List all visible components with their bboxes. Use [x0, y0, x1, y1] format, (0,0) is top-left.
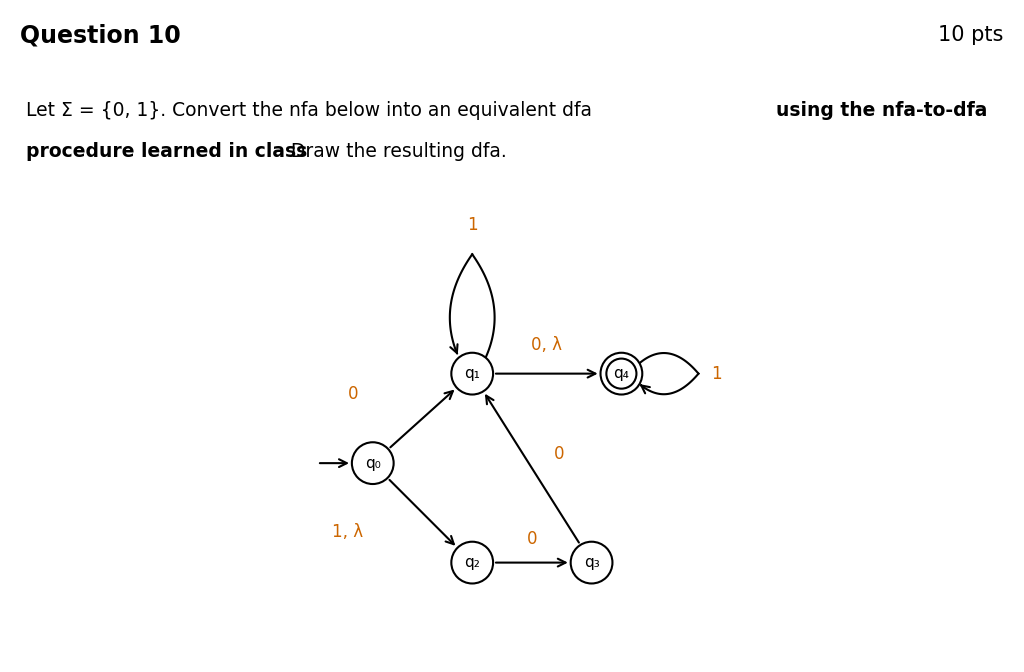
Text: 1: 1 [711, 365, 722, 382]
Text: 0, λ: 0, λ [531, 336, 562, 353]
Text: 10 pts: 10 pts [938, 26, 1004, 45]
Text: q₃: q₃ [584, 555, 599, 570]
Text: q₂: q₂ [464, 555, 480, 570]
Circle shape [452, 542, 494, 583]
Text: q₀: q₀ [365, 456, 381, 470]
Text: 0: 0 [526, 530, 538, 548]
Text: 1: 1 [467, 216, 477, 235]
Text: Let Σ = {0, 1}. Convert the nfa below into an equivalent dfa: Let Σ = {0, 1}. Convert the nfa below in… [26, 101, 598, 120]
Text: 0: 0 [347, 386, 358, 403]
Text: using the nfa-to-dfa: using the nfa-to-dfa [776, 101, 987, 120]
Circle shape [352, 442, 393, 484]
Text: q₁: q₁ [464, 366, 480, 381]
Text: 1, λ: 1, λ [332, 523, 362, 541]
Circle shape [452, 353, 494, 394]
Text: 0: 0 [554, 445, 564, 463]
Text: Question 10: Question 10 [20, 24, 181, 47]
Circle shape [570, 542, 612, 583]
Circle shape [600, 353, 642, 394]
Text: q₄: q₄ [613, 366, 630, 381]
Text: . Draw the resulting dfa.: . Draw the resulting dfa. [279, 142, 506, 161]
Text: procedure learned in class: procedure learned in class [26, 142, 307, 161]
